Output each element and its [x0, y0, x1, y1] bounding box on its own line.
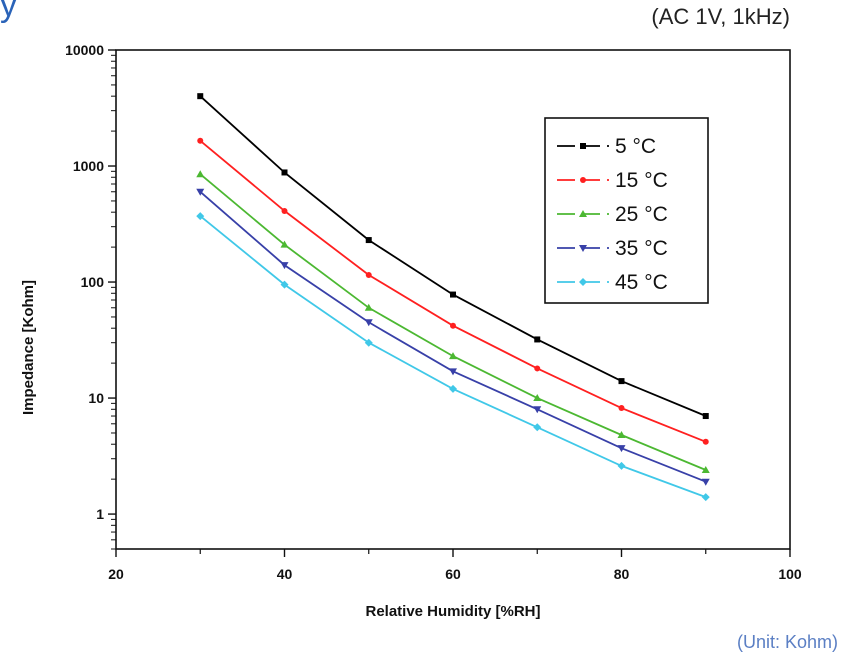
legend-item: 25 °C [557, 203, 668, 226]
legend-item: 35 °C [557, 237, 668, 260]
data-point [617, 431, 626, 439]
data-point [365, 271, 372, 278]
x-axis-label: Relative Humidity [%RH] [365, 603, 540, 620]
unit-note: (Unit: Kohm) [736, 632, 838, 652]
measurement-condition: (AC 1V, 1kHz) [651, 4, 790, 29]
legend-label: 45 °C [615, 271, 668, 294]
data-point [449, 368, 457, 376]
data-point [702, 413, 709, 420]
y-axis-label: Impedance [Kohm] [20, 280, 37, 415]
legend-item: 15 °C [557, 169, 668, 192]
x-tick-label: 40 [277, 566, 293, 582]
page-title-fragment: y [0, 0, 17, 24]
data-point [196, 212, 205, 221]
data-point [365, 237, 372, 244]
ticks-layer: 20 40 60 80 100 1 10 100 1000 10000 [65, 42, 802, 582]
legend-marker [580, 143, 586, 149]
legend-marker [579, 278, 587, 286]
legend-marker [579, 245, 587, 252]
legend-marker [579, 210, 587, 217]
data-point [281, 207, 288, 214]
data-point [533, 423, 542, 432]
data-point [280, 262, 289, 270]
x-tick-label: 100 [778, 566, 802, 582]
data-point [617, 445, 626, 453]
data-point [196, 170, 205, 178]
legend-marker [580, 177, 586, 183]
data-point [533, 394, 542, 402]
y-tick-label: 1 [96, 506, 104, 522]
data-point [281, 169, 288, 176]
data-point [196, 188, 205, 196]
x-tick-label: 60 [445, 566, 461, 582]
series-25C [196, 170, 710, 473]
data-point [618, 405, 625, 412]
x-tick-label: 80 [614, 566, 630, 582]
series-15C [197, 137, 709, 445]
data-point [450, 322, 456, 329]
x-tick-label: 20 [108, 566, 124, 582]
data-point [197, 137, 204, 144]
data-point [701, 465, 710, 473]
legend-label: 15 °C [615, 169, 668, 192]
data-point [364, 303, 373, 311]
lines-layer [196, 93, 710, 502]
series-45C [196, 212, 710, 502]
legend-box [544, 117, 709, 304]
data-point [534, 365, 541, 372]
data-point [364, 338, 373, 347]
data-point [534, 336, 541, 343]
y-tick-label: 1000 [73, 158, 104, 174]
y-tick-label: 10 [88, 390, 104, 406]
legend: 5 °C 15 °C 25 °C 35 °C 45 °C [544, 117, 709, 304]
data-point [618, 378, 625, 385]
legend-label: 35 °C [615, 237, 668, 260]
series-35C [196, 188, 710, 486]
data-point [197, 93, 204, 100]
data-point [280, 280, 289, 289]
data-point [617, 461, 626, 470]
series-5C [197, 93, 709, 420]
data-point [450, 291, 456, 298]
data-point [364, 319, 373, 327]
y-tick-label: 10000 [65, 42, 104, 58]
data-point [280, 240, 289, 248]
legend-item: 45 °C [557, 271, 668, 294]
data-point [449, 384, 457, 393]
data-point [701, 493, 710, 502]
data-point [533, 406, 542, 414]
legend-item: 5 °C [557, 135, 656, 158]
data-point [449, 352, 457, 360]
legend-label: 5 °C [615, 135, 656, 158]
y-tick-label: 100 [81, 274, 105, 290]
data-point [702, 438, 709, 445]
legend-label: 25 °C [615, 203, 668, 226]
plot-frame [115, 49, 791, 550]
data-point [701, 478, 710, 486]
